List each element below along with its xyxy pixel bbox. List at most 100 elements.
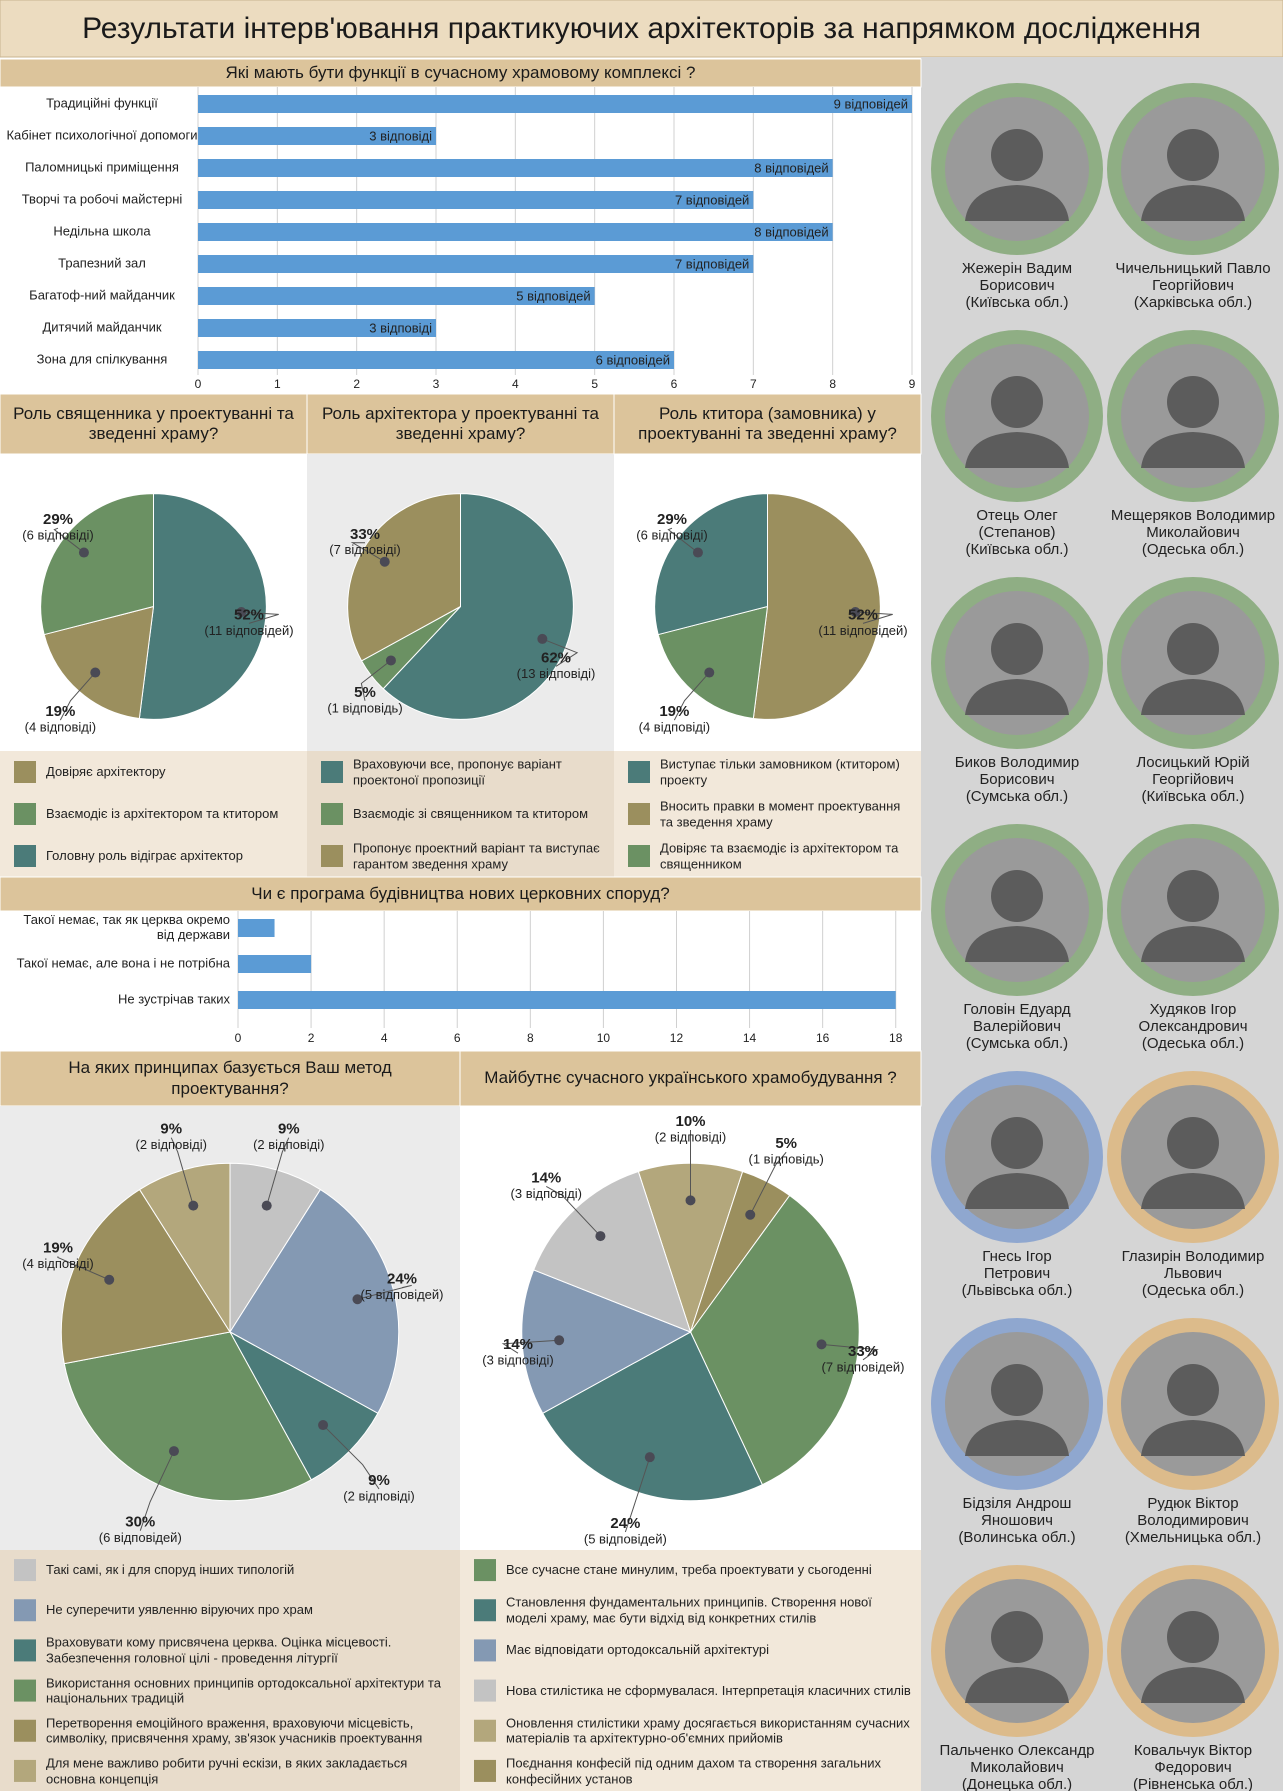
- leader-dot: [90, 668, 100, 678]
- legend-swatch: [474, 1599, 496, 1621]
- x-tick-label: 9: [909, 377, 916, 391]
- answer-label: (3 відповіді): [482, 1353, 553, 1368]
- x-tick-label: 6: [454, 1031, 461, 1045]
- legend-swatch: [628, 845, 650, 867]
- person-name: Чичельницький Павло: [1115, 260, 1270, 277]
- x-tick-label: 0: [235, 1031, 242, 1045]
- person-name: (Київська обл.): [1142, 788, 1245, 805]
- portrait-head: [991, 1364, 1043, 1416]
- category-label: Такої немає, але вона і не потрібна: [4, 957, 230, 972]
- legend-label: Поєднання конфесій під одним дахом та ст…: [506, 1755, 911, 1786]
- bar: [198, 191, 753, 209]
- legend-swatch: [14, 1760, 36, 1782]
- section-title: Роль священника у проектуванні та зведен…: [0, 394, 307, 454]
- value-label: 9%: [368, 1472, 390, 1489]
- portrait-head: [991, 1611, 1043, 1663]
- value-label: 52%: [848, 606, 878, 623]
- legend-label: Взаємодіє зі священником та ктитором: [353, 806, 604, 822]
- portrait-head: [991, 129, 1043, 181]
- x-tick-label: 14: [743, 1031, 757, 1045]
- category-label: Традиційні функції: [4, 97, 200, 112]
- person-name: (Волинська обл.): [958, 1529, 1075, 1546]
- category-label: Творчі та робочі майстерні: [4, 193, 200, 208]
- category-label: Зона для спілкування: [4, 353, 200, 368]
- answer-label: (3 відповіді): [511, 1186, 582, 1201]
- person-name: (Хмельницька обл.): [1125, 1529, 1261, 1546]
- legend-label: Взаємодіє із архітектором та ктитором: [46, 806, 297, 822]
- section-title: Роль ктитора (замовника) у проектуванні …: [614, 394, 921, 454]
- category-label: Такої немає, так як церква окремо від де…: [4, 913, 230, 943]
- portrait-head: [1167, 376, 1219, 428]
- person-name: Мещеряков Володимир: [1111, 507, 1275, 524]
- legend-label: Не суперечити уявленню віруючих про храм: [46, 1602, 450, 1618]
- answer-label: (4 відповіді): [22, 1256, 93, 1271]
- person-name: (Львівська обл.): [962, 1282, 1073, 1299]
- value-label: 52%: [234, 606, 264, 623]
- leader-dot: [645, 1452, 655, 1462]
- legend-label: Вносить правки в момент проектування та …: [660, 798, 911, 829]
- x-tick-label: 6: [671, 377, 678, 391]
- answer-label: (7 відповідей): [821, 1359, 904, 1374]
- category-label: Кабінет психологічної допомоги: [4, 129, 200, 144]
- legend-swatch: [628, 761, 650, 783]
- answer-label: (2 відповіді): [253, 1137, 324, 1152]
- legend-swatch: [474, 1760, 496, 1782]
- portrait-head: [1167, 129, 1219, 181]
- value-label: 7 відповідей: [675, 192, 749, 207]
- person-name: Георгійович: [1152, 771, 1234, 788]
- person-name: Борисович: [979, 771, 1054, 788]
- person-name: Головін Едуард: [963, 1001, 1071, 1018]
- legend-swatch: [14, 1680, 36, 1702]
- value-label: 3 відповіді: [369, 128, 432, 143]
- person-name: Отець Олег: [976, 507, 1058, 524]
- x-tick-label: 16: [816, 1031, 830, 1045]
- value-label: 33%: [848, 1343, 878, 1360]
- leader-dot: [318, 1420, 328, 1430]
- portrait-head: [991, 376, 1043, 428]
- section-title: Чи є програма будівництва нових церковни…: [0, 877, 921, 911]
- person-name: (Київська обл.): [966, 541, 1069, 558]
- x-tick-label: 4: [381, 1031, 388, 1045]
- legend-swatch: [14, 1639, 36, 1661]
- person-name: (Донецька обл.): [962, 1776, 1072, 1791]
- answer-label: (2 відповіді): [655, 1129, 726, 1144]
- value-label: 19%: [659, 703, 689, 720]
- person-name: (Рівненська обл.): [1133, 1776, 1253, 1791]
- bar: [198, 223, 833, 241]
- legend-label: Довіряє та взаємодіє із архітектором та …: [660, 840, 911, 871]
- person-name: Глазирін Володимир: [1122, 1248, 1265, 1265]
- legend-swatch: [321, 803, 343, 825]
- person-name: Худяков Ігор: [1150, 1001, 1237, 1018]
- leader-dot: [262, 1201, 272, 1211]
- legend-swatch: [474, 1639, 496, 1661]
- answer-label: (6 відповіді): [22, 528, 93, 543]
- leader-dot: [537, 634, 547, 644]
- person-name: Биков Володимир: [955, 754, 1080, 771]
- category-label: Трапезний зал: [4, 257, 200, 272]
- bar: [198, 159, 833, 177]
- person-name: Петрович: [984, 1265, 1050, 1282]
- answer-label: (7 відповіді): [329, 542, 400, 557]
- legend-label: Використання основних принципів ортодокс…: [46, 1675, 450, 1706]
- answer-label: (5 відповідей): [360, 1287, 443, 1302]
- x-tick-label: 8: [527, 1031, 534, 1045]
- x-tick-label: 1: [274, 377, 281, 391]
- legend-label: Для мене важливо робити ручні ескізи, в …: [46, 1755, 450, 1786]
- value-label: 62%: [541, 649, 571, 666]
- person-name: (Степанов): [979, 524, 1056, 541]
- answer-label: (5 відповідей): [584, 1531, 667, 1546]
- person-name: (Одеська обл.): [1142, 1282, 1244, 1299]
- legend-label: Все сучасне стане минулим, треба проекту…: [506, 1562, 911, 1578]
- portrait-head: [991, 1117, 1043, 1169]
- person-name: (Одеська обл.): [1142, 1035, 1244, 1052]
- category-label: Паломницькі приміщення: [4, 161, 200, 176]
- value-label: 19%: [43, 1239, 73, 1256]
- legend-label: Такі самі, як і для споруд інших типолог…: [46, 1562, 450, 1578]
- leader-dot: [595, 1231, 605, 1241]
- value-label: 30%: [125, 1514, 155, 1531]
- value-label: 29%: [43, 511, 73, 528]
- answer-label: (2 відповіді): [343, 1488, 414, 1503]
- portrait-head: [991, 623, 1043, 675]
- answer-label: (1 відповідь): [327, 700, 402, 715]
- person-name: Миколайович: [1146, 524, 1240, 541]
